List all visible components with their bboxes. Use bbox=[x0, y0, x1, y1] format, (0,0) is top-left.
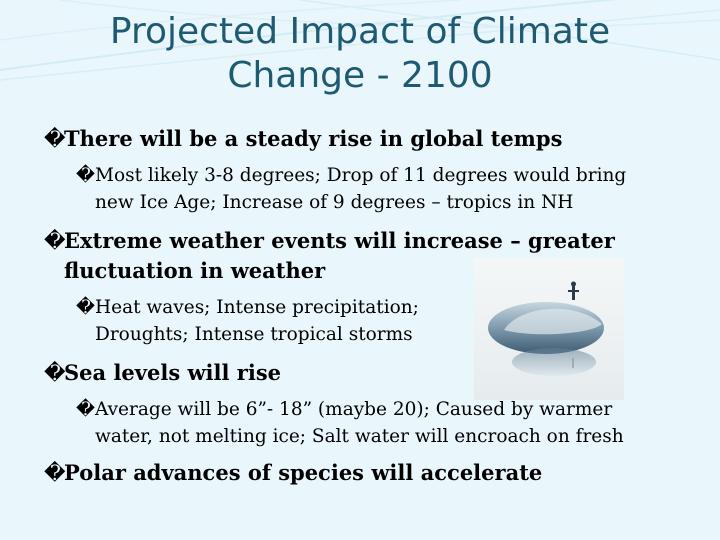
bullet-1-text: There will be a steady rise in global te… bbox=[64, 126, 563, 151]
sub-bullet-glyph: � bbox=[76, 399, 95, 420]
bullet-3-text: Sea levels will rise bbox=[64, 360, 282, 385]
sub-bullet-3-1: �Average will be 6”- 18” (maybe 20); Cau… bbox=[76, 396, 624, 450]
bullet-glyph: � bbox=[44, 461, 66, 485]
bullet-3: �Sea levels will rise bbox=[44, 358, 281, 388]
bullet-glyph: � bbox=[44, 229, 66, 253]
slide-title-line-1: Projected Impact of Climate bbox=[109, 11, 611, 52]
sub-bullet-1-1-line-1: Most likely 3-8 degrees; Drop of 11 degr… bbox=[95, 165, 627, 186]
bullet-glyph: � bbox=[44, 361, 66, 385]
iceberg-photo-icon bbox=[474, 258, 624, 400]
slide-title-line-2: Change - 2100 bbox=[227, 55, 493, 96]
sub-bullet-2-1-line-1: Heat waves; Intense precipitation; bbox=[95, 297, 419, 318]
bullet-2: �Extreme weather events will increase – … bbox=[44, 226, 615, 286]
bullet-4: �Polar advances of species will accelera… bbox=[44, 458, 542, 488]
sub-bullet-glyph: � bbox=[76, 297, 95, 318]
sub-bullet-3-1-line-1: Average will be 6”- 18” (maybe 20); Caus… bbox=[95, 399, 613, 420]
bullet-glyph: � bbox=[44, 127, 66, 151]
sub-bullet-2-1: �Heat waves; Intense precipitation; Drou… bbox=[76, 294, 419, 348]
sub-bullet-1-1-line-2: new Ice Age; Increase of 9 degrees – tro… bbox=[95, 192, 574, 213]
bullet-1: �There will be a steady rise in global t… bbox=[44, 124, 562, 154]
bullet-2-line-1: Extreme weather events will increase – g… bbox=[64, 228, 615, 253]
slide-title: Projected Impact of Climate Change - 210… bbox=[0, 10, 720, 98]
sub-bullet-2-1-line-2: Droughts; Intense tropical storms bbox=[95, 324, 413, 345]
bullet-4-text: Polar advances of species will accelerat… bbox=[64, 460, 543, 485]
sub-bullet-glyph: � bbox=[76, 165, 95, 186]
sub-bullet-3-1-line-2: water, not melting ice; Salt water will … bbox=[95, 426, 624, 447]
bullet-2-line-2: fluctuation in weather bbox=[64, 258, 326, 283]
sub-bullet-1-1: �Most likely 3-8 degrees; Drop of 11 deg… bbox=[76, 162, 626, 216]
